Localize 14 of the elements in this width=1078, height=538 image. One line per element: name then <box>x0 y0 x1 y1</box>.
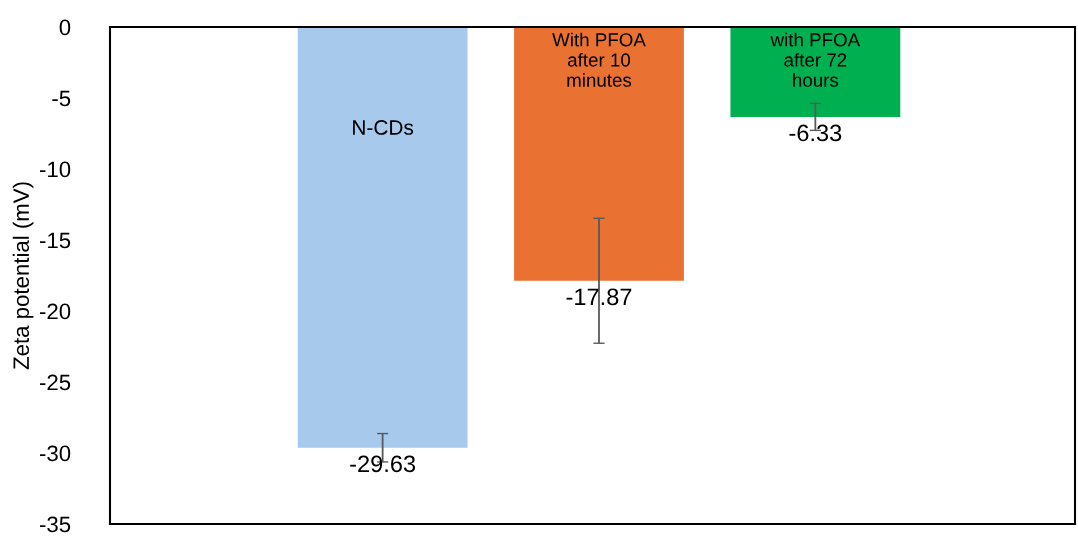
y-tick-label: 0 <box>59 19 71 36</box>
y-tick-label: -25 <box>39 374 71 391</box>
data-label: -29.63 <box>350 455 416 473</box>
x-tick-label: N-CDs <box>353 120 414 135</box>
y-tick-label: -35 <box>39 516 71 533</box>
y-tick-label: -5 <box>52 90 71 107</box>
y-axis-title: Zeta potential (mV) <box>12 182 34 370</box>
x-tick-label: With PFOA after 10 minutes <box>552 32 646 87</box>
x-tick-label: with PFOA after 72 hours <box>770 32 861 87</box>
y-tick-label: -10 <box>39 161 71 178</box>
y-tick-label: -15 <box>39 232 71 249</box>
y-tick-label: -30 <box>39 445 71 462</box>
data-label: -6.33 <box>789 124 842 142</box>
y-tick-label: -20 <box>39 303 71 320</box>
